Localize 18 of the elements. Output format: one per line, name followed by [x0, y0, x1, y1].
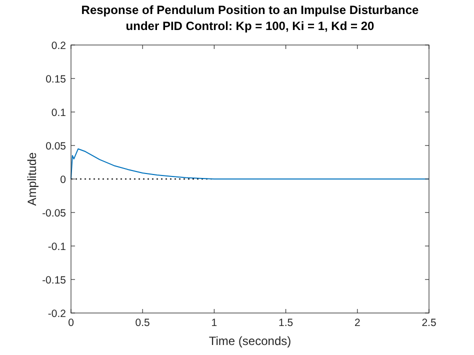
y-tick-label: -0.1	[48, 241, 66, 253]
y-tick-label: 0.1	[51, 107, 66, 119]
y-tick-label: 0.05	[46, 140, 66, 152]
x-tick-label: 1.5	[278, 317, 294, 329]
x-axis-title: Time (seconds)	[208, 334, 292, 348]
x-tick-label: 0	[68, 317, 74, 329]
y-tick-label: -0.15	[42, 274, 66, 286]
x-tick-label: 2	[354, 317, 360, 329]
chart-title: Response of Pendulum Position to an Impulse Disturbance under PID Control: Kp = 100, Ki = 1, Kd = 20	[81, 3, 420, 33]
x-tick-label: 1	[211, 317, 218, 329]
y-tick-label: 0	[60, 174, 66, 186]
y-tick-label: -0.05	[42, 208, 66, 220]
y-tick-label: 0.2	[51, 40, 66, 52]
y-axis-title: Amplitude	[25, 152, 39, 206]
y-tick-label: -0.2	[48, 308, 66, 320]
x-tick-label: 2.5	[422, 317, 436, 329]
y-tick-label: 0.15	[46, 74, 66, 86]
x-tick-label: 0.5	[135, 317, 150, 329]
